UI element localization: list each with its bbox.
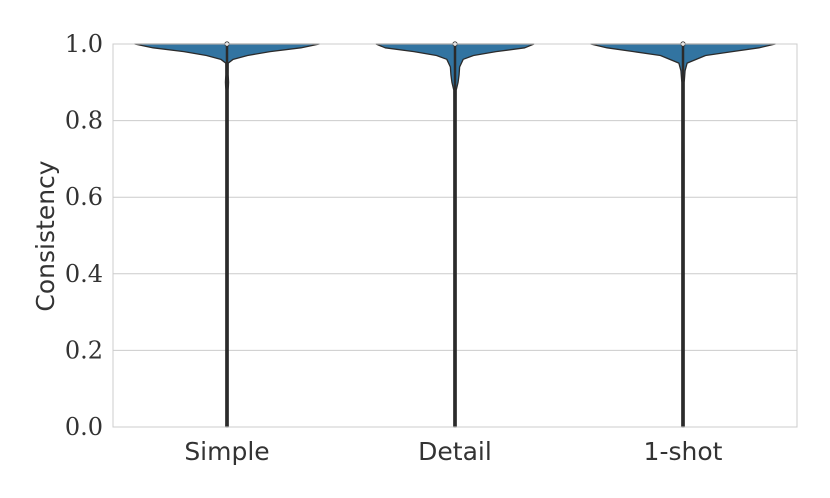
y-axis-ticks: 0.0 0.2 0.4 0.6 0.8 1.0 [65,30,103,441]
violin-1-shot [590,41,776,428]
x-tick-label-2: 1-shot [644,437,723,466]
plot-frame [112,43,798,428]
x-tick-label-1: Detail [418,437,492,466]
x-axis-ticks: Simple Detail 1-shot [184,437,722,466]
y-tick-label-1: 0.2 [65,336,103,364]
x-tick-label-0: Simple [184,437,269,466]
y-tick-label-0: 0.0 [65,413,103,441]
violin-simple [134,41,320,428]
violins [134,41,776,428]
y-axis-label: Consistency [31,160,60,311]
y-tick-label-2: 0.4 [65,260,103,288]
y-tick-label-3: 0.6 [65,183,103,211]
violin-detail [375,41,535,428]
y-tick-label-5: 1.0 [65,30,103,58]
y-tick-label-4: 0.8 [65,107,103,135]
